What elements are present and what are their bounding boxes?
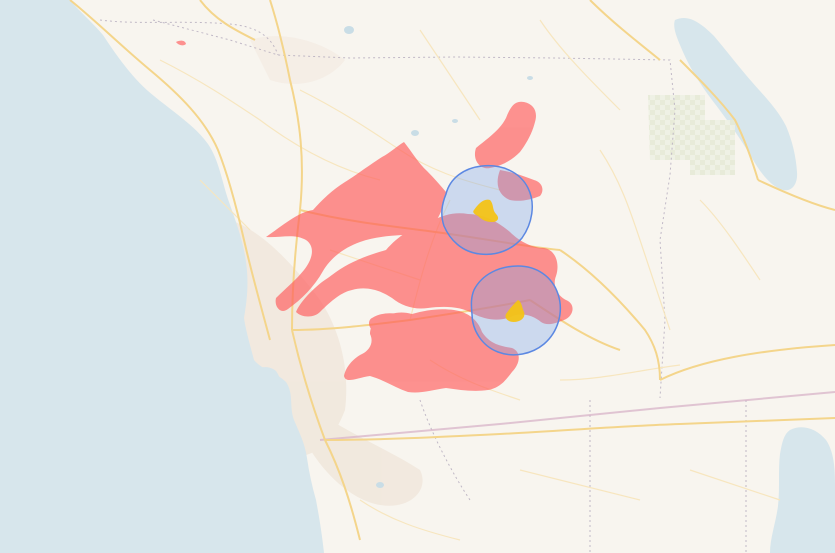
fire-perimeter-small[interactable] — [176, 40, 186, 46]
fire-perimeter-core[interactable] — [385, 231, 479, 306]
salton-sea — [674, 17, 798, 191]
fire-perimeter-west[interactable] — [266, 142, 446, 311]
incident-north[interactable] — [473, 199, 499, 222]
incident-south[interactable] — [505, 300, 525, 322]
san-diego-bay — [255, 367, 291, 415]
lake-bottom-right — [770, 427, 835, 553]
incident-points[interactable] — [473, 199, 525, 322]
major-roads — [69, 0, 835, 541]
agricultural-fields — [648, 95, 735, 175]
fire-perimeter-sw-lobe[interactable] — [369, 313, 408, 336]
fire-perimeter-north[interactable] — [474, 101, 536, 169]
boundaries — [99, 19, 747, 553]
small-lakes — [344, 26, 533, 488]
pacific-ocean — [0, 0, 324, 553]
fire-perimeter-north-link[interactable] — [497, 170, 543, 201]
international-border — [319, 391, 835, 441]
